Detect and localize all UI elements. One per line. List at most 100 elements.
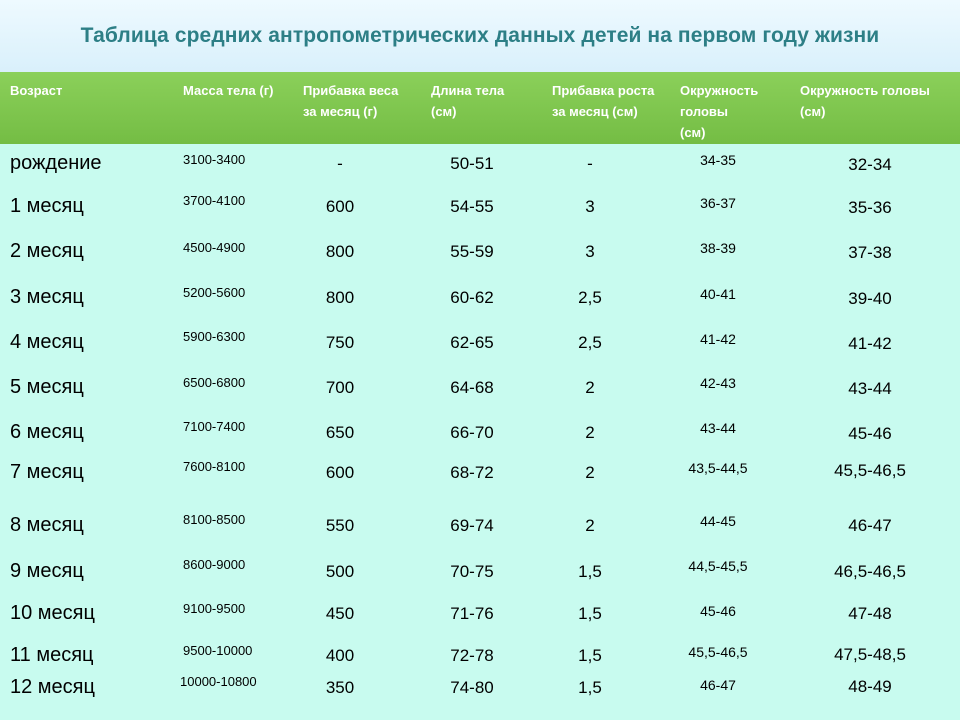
cell-mass: 5200-5600 bbox=[183, 285, 246, 300]
table-header bbox=[0, 72, 960, 144]
cell-head-circumference: 44,5-45,5 bbox=[688, 558, 748, 574]
cell-head-circumference-2: 32-34 bbox=[848, 155, 892, 174]
cell-head-circumference: 36-37 bbox=[700, 195, 736, 211]
cell-age: 8 месяц bbox=[10, 514, 84, 536]
cell-length: 64-68 bbox=[450, 378, 494, 397]
cell-head-circumference-2: 45-46 bbox=[848, 424, 892, 443]
cell-head-circumference: 34-35 bbox=[700, 152, 736, 168]
cell-length: 50-51 bbox=[450, 154, 494, 173]
header-head-circumference-2: Окружность головы (см) bbox=[800, 83, 930, 119]
cell-mass: 7100-7400 bbox=[183, 419, 246, 434]
cell-head-circumference-2: 35-36 bbox=[848, 198, 892, 217]
cell-head-circumference: 42-43 bbox=[700, 375, 736, 391]
cell-head-circumference-2: 48-49 bbox=[848, 677, 892, 696]
header-length: Длина тела (см) bbox=[431, 83, 505, 119]
cell-head-circumference-2: 47-48 bbox=[848, 604, 892, 623]
cell-head-circumference: 40-41 bbox=[700, 286, 736, 302]
cell-height-gain: 1,5 bbox=[578, 604, 602, 623]
header-height-gain: Прибавка роста за месяц (см) bbox=[552, 83, 655, 119]
title-bar bbox=[0, 0, 960, 72]
cell-head-circumference-2: 45,5-46,5 bbox=[834, 461, 906, 480]
cell-head-circumference-2: 39-40 bbox=[848, 289, 892, 308]
cell-height-gain: 2 bbox=[585, 463, 595, 482]
cell-head-circumference-2: 43-44 bbox=[848, 379, 892, 398]
cell-height-gain: 2 bbox=[585, 516, 595, 535]
cell-weight-gain: 450 bbox=[325, 604, 355, 623]
cell-length: 70-75 bbox=[450, 562, 494, 581]
cell-age: 3 месяц bbox=[10, 286, 84, 308]
cell-weight-gain: 350 bbox=[325, 678, 355, 697]
cell-age: 10 месяц bbox=[10, 602, 95, 624]
cell-length: 60-62 bbox=[450, 288, 494, 307]
cell-head-circumference: 44-45 bbox=[700, 513, 736, 529]
cell-mass: 10000-10800 bbox=[180, 674, 257, 689]
cell-head-circumference-2: 47,5-48,5 bbox=[834, 645, 906, 664]
cell-mass: 8100-8500 bbox=[183, 512, 246, 527]
cell-weight-gain: 650 bbox=[325, 423, 355, 442]
header-age: Возраст bbox=[10, 83, 63, 98]
header-mass: Масса тела (г) bbox=[183, 83, 274, 98]
cell-height-gain: 2 bbox=[585, 378, 595, 397]
cell-age: 4 месяц bbox=[10, 331, 84, 353]
cell-height-gain: 3 bbox=[585, 197, 595, 216]
cell-weight-gain: 800 bbox=[325, 288, 355, 307]
cell-age: рождение bbox=[10, 152, 102, 174]
cell-head-circumference: 45,5-46,5 bbox=[688, 644, 748, 660]
cell-length: 54-55 bbox=[450, 197, 494, 216]
cell-length: 69-74 bbox=[450, 516, 494, 535]
header-weight-gain: Прибавка веса за месяц (г) bbox=[303, 83, 399, 119]
cell-length: 68-72 bbox=[450, 463, 494, 482]
cell-weight-gain: 400 bbox=[325, 646, 355, 665]
cell-weight-gain: - bbox=[337, 154, 343, 173]
cell-weight-gain: 750 bbox=[325, 333, 355, 352]
cell-weight-gain: 500 bbox=[325, 562, 355, 581]
cell-length: 71-76 bbox=[450, 604, 494, 623]
cell-weight-gain: 600 bbox=[325, 197, 355, 216]
cell-weight-gain: 600 bbox=[325, 463, 355, 482]
cell-height-gain: 2,5 bbox=[578, 333, 602, 352]
cell-head-circumference: 41-42 bbox=[700, 331, 736, 347]
cell-mass: 7600-8100 bbox=[183, 459, 246, 474]
cell-length: 74-80 bbox=[450, 678, 494, 697]
cell-mass: 4500-4900 bbox=[183, 240, 246, 255]
cell-head-circumference: 43,5-44,5 bbox=[688, 460, 748, 476]
cell-mass: 3100-3400 bbox=[183, 152, 246, 167]
cell-mass: 8600-9000 bbox=[183, 557, 246, 572]
cell-length: 55-59 bbox=[450, 242, 494, 261]
cell-mass: 9100-9500 bbox=[183, 601, 246, 616]
cell-head-circumference-2: 41-42 bbox=[848, 334, 892, 353]
cell-weight-gain: 550 bbox=[325, 516, 355, 535]
cell-head-circumference: 43-44 bbox=[700, 420, 736, 436]
cell-mass: 3700-4100 bbox=[183, 193, 246, 208]
cell-age: 9 месяц bbox=[10, 560, 84, 582]
cell-height-gain: 1,5 bbox=[578, 562, 602, 581]
cell-age: 6 месяц bbox=[10, 421, 84, 443]
cell-head-circumference-2: 46,5-46,5 bbox=[834, 562, 906, 581]
cell-head-circumference: 38-39 bbox=[700, 240, 736, 256]
cell-head-circumference-2: 46-47 bbox=[848, 516, 892, 535]
cell-mass: 9500-10000 bbox=[183, 643, 253, 658]
cell-height-gain: 3 bbox=[585, 242, 595, 261]
cell-age: 2 месяц bbox=[10, 240, 84, 262]
page-title: Таблица средних антропометрических данны… bbox=[80, 24, 880, 47]
cell-height-gain: 2,5 bbox=[578, 288, 602, 307]
cell-head-circumference: 45-46 bbox=[700, 603, 736, 619]
cell-age: 1 месяц bbox=[10, 195, 84, 217]
cell-age: 11 месяц bbox=[10, 644, 94, 666]
cell-height-gain: 1,5 bbox=[578, 678, 602, 697]
cell-length: 72-78 bbox=[450, 646, 494, 665]
cell-length: 62-65 bbox=[450, 333, 494, 352]
cell-weight-gain: 700 bbox=[325, 378, 355, 397]
cell-weight-gain: 800 bbox=[325, 242, 355, 261]
cell-age: 7 месяц bbox=[10, 461, 84, 483]
cell-head-circumference-2: 37-38 bbox=[848, 243, 892, 262]
cell-mass: 5900-6300 bbox=[183, 329, 246, 344]
cell-height-gain: 2 bbox=[585, 423, 595, 442]
cell-age: 12 месяц bbox=[10, 676, 95, 698]
cell-height-gain: - bbox=[587, 154, 593, 173]
cell-height-gain: 1,5 bbox=[578, 646, 602, 665]
cell-mass: 6500-6800 bbox=[183, 375, 246, 390]
cell-length: 66-70 bbox=[450, 423, 494, 442]
header-head-circumference: Окружность головы (см) bbox=[680, 83, 759, 140]
